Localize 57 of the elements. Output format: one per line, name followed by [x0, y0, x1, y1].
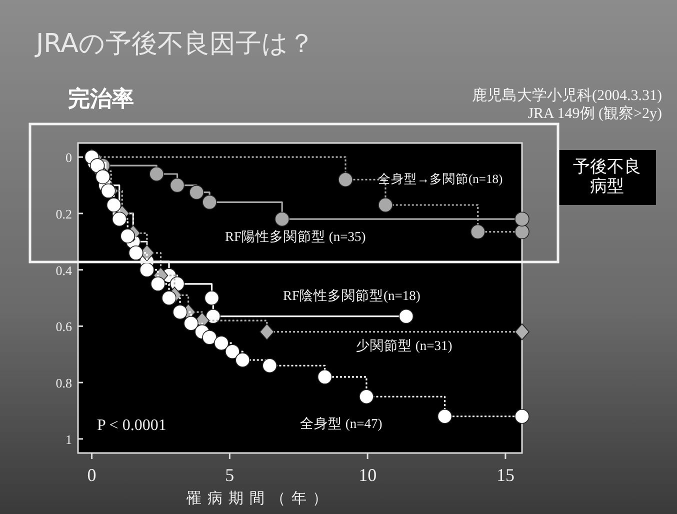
point [317, 370, 332, 384]
y-tick-label: 0 [66, 150, 72, 166]
point [398, 308, 414, 324]
point [149, 166, 164, 182]
point [235, 352, 250, 368]
series-label: 全身型→多関節(n=18) [378, 172, 503, 186]
y-tick-label: 0.8 [56, 376, 72, 391]
x-tick-label: 0 [87, 465, 96, 485]
point [225, 344, 240, 359]
series-label: RF陽性多関節型 (n=35) [225, 229, 366, 244]
x-tick-label: 15 [496, 465, 514, 485]
point [514, 408, 530, 424]
annotation: P < 0.0001 [97, 417, 166, 434]
point [338, 172, 353, 188]
x-axis-title: 罹病期間（年） [186, 489, 334, 507]
point [172, 304, 188, 320]
point [162, 290, 176, 306]
point [262, 358, 278, 374]
chart-title: JRAの予後不良因子は？ [34, 29, 314, 59]
point [189, 184, 204, 200]
point [202, 194, 217, 210]
point [184, 316, 198, 331]
point [95, 169, 110, 184]
point [150, 276, 166, 292]
y-tick-label: 0.4 [56, 262, 72, 278]
point [112, 212, 127, 226]
series-label: 少関節型 (n=31) [356, 338, 452, 353]
point [170, 178, 185, 193]
point [202, 330, 217, 345]
point [90, 158, 105, 173]
point [437, 408, 452, 424]
series-label: RF陰性多関節型(n=18) [283, 288, 420, 303]
point [470, 224, 486, 240]
point [274, 212, 290, 226]
x-tick-label: 10 [358, 465, 377, 485]
y-tick-label: 0.2 [56, 206, 72, 222]
point [514, 224, 530, 240]
y-tick-label: 0.6 [56, 319, 72, 334]
chart-subtitle: 完治率 [68, 86, 134, 112]
point [106, 198, 122, 212]
y-tick-label: 1 [66, 432, 72, 447]
series-label: 全身型 (n=47) [300, 416, 382, 431]
text: 鹿児島大学小児科(2004.3.31) [472, 87, 662, 104]
point [204, 290, 220, 306]
point [140, 262, 154, 278]
point [260, 323, 274, 340]
x-tick-label: 5 [225, 465, 234, 485]
point [120, 228, 136, 244]
point [214, 336, 229, 350]
point [514, 323, 530, 340]
point [359, 389, 374, 404]
text: JRA 149例 (観察>2y) [528, 105, 662, 122]
text: 予後不良病型 [573, 157, 641, 197]
point [378, 198, 393, 212]
point [514, 212, 530, 226]
point [100, 184, 116, 198]
point [128, 246, 144, 260]
